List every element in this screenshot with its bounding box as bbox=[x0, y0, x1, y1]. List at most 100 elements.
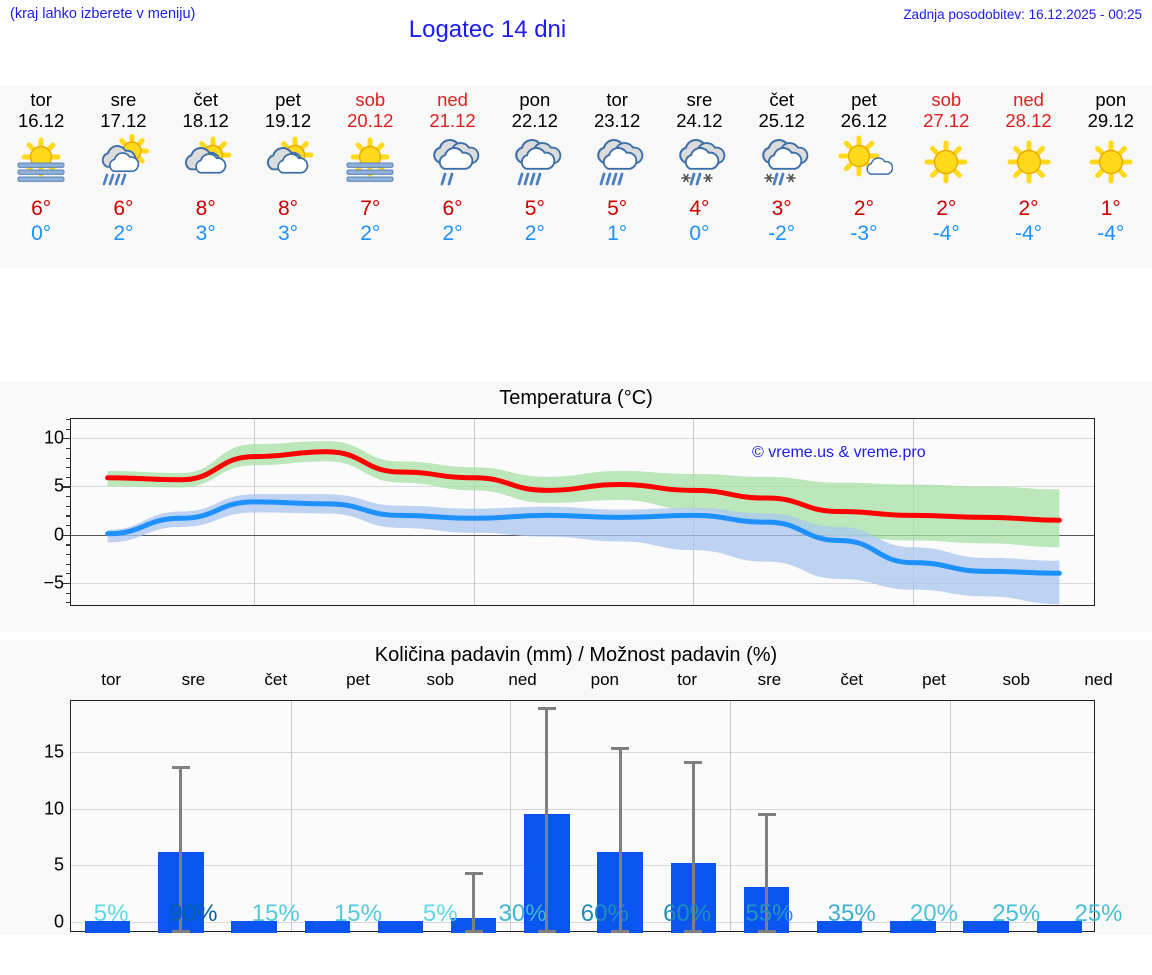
day-column[interactable]: tor 16.12 6° 0° bbox=[0, 86, 82, 268]
precipitation-probability-row: 5% 90% 15% 15% 5% 30% 60% 60% 55% 35% 20% 25% 25% 10% bbox=[0, 900, 1152, 928]
y-axis-tick-label: 10 bbox=[43, 798, 64, 818]
y-axis-tick-mark bbox=[66, 467, 71, 469]
precipitation-chart-panel: Količina padavin (mm) / Možnost padavin … bbox=[0, 640, 1152, 935]
y-axis-tick-label: 10 bbox=[43, 427, 64, 448]
day-column[interactable]: sob 27.12 2° -4° bbox=[905, 86, 987, 268]
temperature-plot-area: 10 5 0 −5 bbox=[43, 418, 1095, 606]
precipitation-day-label: tor bbox=[101, 670, 122, 689]
day-date: 27.12 bbox=[923, 110, 970, 131]
precipitation-plot-area: 15 10 5 0 bbox=[44, 700, 1095, 933]
gridline-horizontal bbox=[71, 582, 1094, 584]
precipitation-bar bbox=[1036, 921, 1083, 933]
temperature-series-svg bbox=[105, 441, 1062, 605]
sun-cloud-icon bbox=[247, 133, 329, 191]
day-date: 28.12 bbox=[1005, 110, 1052, 131]
whisker-cap-top bbox=[611, 747, 630, 751]
day-low-temp: 0° bbox=[689, 222, 710, 245]
gridline-horizontal bbox=[71, 865, 1094, 867]
precipitation-day-label: sob bbox=[426, 670, 454, 689]
whisker-cap-top bbox=[684, 760, 703, 764]
sun-haze-icon bbox=[329, 133, 411, 191]
day-column[interactable]: pon 29.12 1° -4° bbox=[1070, 86, 1152, 268]
whisker-cap-bottom bbox=[537, 929, 556, 933]
sun-icon bbox=[987, 133, 1069, 191]
y-axis-tick-mark bbox=[66, 573, 71, 575]
gridline-vertical bbox=[949, 701, 951, 931]
gridline-vertical bbox=[510, 701, 512, 931]
precipitation-bar bbox=[231, 921, 277, 933]
day-low-temp: -2° bbox=[768, 222, 796, 245]
day-low-temp: 2° bbox=[360, 222, 381, 245]
day-name: pon bbox=[519, 89, 551, 110]
day-column[interactable]: ned 21.12 6° 2° bbox=[411, 86, 493, 268]
y-axis-tick-mark bbox=[66, 553, 71, 556]
day-date: 19.12 bbox=[264, 110, 312, 131]
precipitation-probability-label: 25% bbox=[1074, 900, 1123, 927]
day-column[interactable]: pet 26.12 2° -3° bbox=[823, 86, 905, 268]
precipitation-day-label: pon bbox=[1140, 670, 1152, 690]
day-column[interactable]: pon 22.12 5° 2° bbox=[494, 86, 576, 268]
whisker-stem bbox=[691, 760, 695, 930]
day-high-temp: 2° bbox=[853, 197, 874, 220]
precipitation-probability-label: 25% bbox=[992, 900, 1041, 927]
page-header: (kraj lahko izberete v meniju) Logatec 1… bbox=[0, 0, 1152, 52]
cloud-rain-icon bbox=[494, 133, 576, 191]
precipitation-probability-label: 60% bbox=[580, 900, 629, 927]
day-name: sob bbox=[931, 89, 962, 110]
sun-cloud-rain-icon bbox=[82, 133, 164, 191]
day-low-temp: 0° bbox=[31, 222, 52, 245]
day-column[interactable]: sre 24.12 4° 0° bbox=[658, 86, 740, 268]
gridline-vertical bbox=[729, 701, 731, 931]
day-low-temp: 2° bbox=[113, 222, 134, 245]
day-high-temp: 1° bbox=[1100, 197, 1121, 220]
day-column[interactable]: sre 17.12 6° 2° bbox=[82, 86, 164, 268]
precipitation-day-label: ned bbox=[1084, 670, 1113, 689]
whisker-cap-top bbox=[757, 813, 776, 817]
precipitation-day-label: ned bbox=[508, 670, 537, 689]
temperature-line bbox=[105, 449, 1062, 523]
y-axis-tick-mark bbox=[66, 592, 71, 594]
day-date: 16.12 bbox=[17, 110, 65, 131]
day-date: 25.12 bbox=[758, 110, 805, 131]
whisker-cap-bottom bbox=[611, 929, 630, 933]
day-high-temp: 4° bbox=[689, 197, 710, 220]
y-axis-tick-label: −5 bbox=[43, 572, 64, 593]
day-column[interactable]: sob 20.12 7° 2° bbox=[329, 86, 411, 268]
precipitation-probability-label: 90% bbox=[169, 900, 218, 927]
day-high-temp: 3° bbox=[771, 197, 792, 220]
day-high-temp: 2° bbox=[936, 197, 957, 220]
whisker-cap-bottom bbox=[464, 929, 483, 933]
day-name: ned bbox=[1013, 89, 1044, 110]
day-date: 17.12 bbox=[100, 110, 147, 131]
day-low-temp: -4° bbox=[1097, 222, 1125, 245]
y-axis-tick-mark bbox=[66, 602, 71, 604]
y-axis-tick-mark bbox=[63, 534, 71, 536]
y-axis-tick-label: 5 bbox=[53, 475, 64, 496]
y-axis-tick-mark bbox=[66, 457, 71, 459]
day-date: 20.12 bbox=[347, 110, 394, 131]
day-low-temp: -4° bbox=[1014, 222, 1043, 245]
day-column[interactable]: čet 25.12 3° -2° bbox=[741, 86, 823, 268]
daily-forecast-strip: tor 16.12 6° 0° sre 17.12 6° 2° čet 18.12 8° 3° p… bbox=[0, 86, 1152, 268]
whisker-cap-bottom bbox=[684, 929, 703, 933]
menu-hint: (kraj lahko izberete v meniju) bbox=[10, 6, 196, 22]
day-column[interactable]: tor 23.12 5° 1° bbox=[576, 86, 658, 268]
day-name: pet bbox=[275, 89, 301, 110]
y-axis-tick-mark bbox=[63, 438, 71, 440]
day-name: sre bbox=[686, 89, 713, 110]
gridline-horizontal bbox=[71, 808, 1094, 810]
precipitation-day-label: pet bbox=[922, 670, 946, 689]
y-axis-tick-label: 5 bbox=[53, 854, 64, 875]
y-axis-tick-mark bbox=[66, 505, 71, 507]
y-axis-tick-label: 0 bbox=[53, 911, 64, 932]
day-name: čet bbox=[193, 89, 219, 110]
day-high-temp: 5° bbox=[524, 197, 545, 220]
day-high-temp: 5° bbox=[607, 197, 628, 220]
day-column[interactable]: pet 19.12 8° 3° bbox=[247, 86, 329, 268]
precipitation-bar bbox=[963, 921, 1009, 933]
day-column[interactable]: čet 18.12 8° 3° bbox=[165, 86, 247, 268]
page-title: Logatec 14 dni bbox=[408, 16, 567, 43]
day-column[interactable]: ned 28.12 2° -4° bbox=[987, 86, 1069, 268]
whisker-cap-top bbox=[537, 706, 556, 710]
whisker-stem bbox=[179, 765, 183, 930]
